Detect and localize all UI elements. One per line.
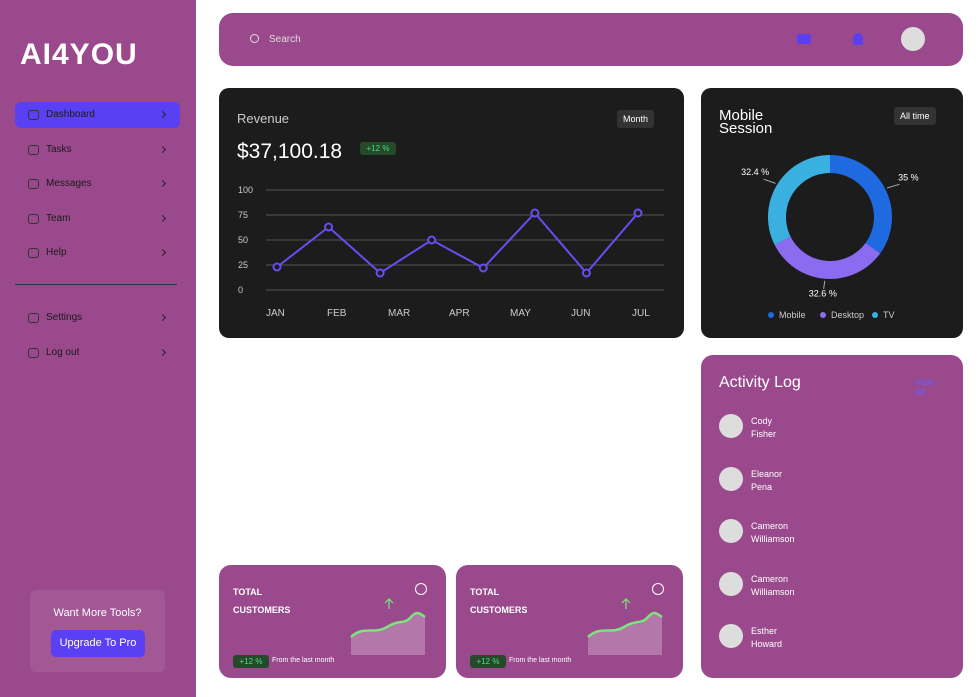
card-title: Revenue [237, 111, 290, 126]
search-icon [250, 34, 259, 43]
chevron [158, 248, 167, 257]
period-dropdown[interactable]: All time [894, 107, 936, 125]
sidebar: AI4YOU Want More Tools? Upgrade To Pro D… [0, 0, 196, 697]
avatar [719, 571, 743, 596]
nav-item[interactable]: Messages [15, 171, 180, 197]
badge: +12 % [470, 655, 506, 668]
nav-item[interactable]: Tasks [15, 137, 180, 163]
nav-label: Tasks [46, 143, 72, 155]
nav-label: Help [46, 247, 67, 258]
promo-text: Want More Tools? [53, 607, 142, 619]
nav-icon [28, 248, 39, 258]
user-icon [652, 583, 664, 595]
divider [15, 284, 177, 285]
card-title: Activity Log [719, 374, 801, 391]
promo: Want More Tools? Upgrade To Pro [30, 590, 165, 672]
nav-icon [28, 144, 39, 155]
stat-title: TOTAL CUSTOMERS [233, 587, 291, 615]
user-icon [415, 583, 427, 595]
entry-name: Eleanor Pena [751, 468, 783, 492]
nav-label: Messages [46, 178, 92, 189]
chevron [158, 348, 167, 356]
chevron [158, 214, 167, 222]
sparkline [587, 598, 663, 655]
mobile-session-card: Mobile Session All time [701, 88, 963, 338]
chevron [158, 179, 167, 188]
nav-item[interactable]: Help [15, 240, 180, 266]
amount: $37,100.18 [237, 140, 343, 163]
nav-label: Dashboard [46, 109, 95, 120]
stat-card: TOTAL CUSTOMERS +12 % From the last month [456, 565, 683, 678]
revenue-card: Revenue $37,100.18 +12 % Month [219, 88, 684, 338]
avatar [719, 519, 743, 543]
nav-icon [28, 110, 39, 120]
nav-label: Log out [46, 346, 80, 358]
chevron [158, 145, 167, 153]
card-title: Mobile Session [719, 107, 773, 137]
bell-icon[interactable] [853, 33, 863, 45]
stat-note: From the last month [509, 657, 572, 664]
chevron [158, 110, 167, 119]
mail-icon[interactable] [797, 34, 811, 44]
badge: +12 % [233, 655, 269, 668]
nav-item[interactable]: Settings [15, 305, 180, 331]
nav-icon [28, 179, 39, 189]
nav-item[interactable]: Team [15, 206, 180, 232]
entry-name: Cameron Williamson [751, 573, 795, 597]
period-dropdown[interactable]: Month [617, 110, 655, 128]
chevron [158, 313, 167, 322]
avatar[interactable] [901, 27, 925, 51]
badge: +12 % [360, 142, 396, 155]
stat-title: TOTAL CUSTOMERS [470, 587, 528, 615]
search-input[interactable]: Search [269, 34, 301, 45]
nav-label: Settings [46, 312, 83, 323]
stat-card: TOTAL CUSTOMERS +12 % From the last month [219, 565, 446, 678]
entry-name: Esther Howard [751, 626, 783, 649]
nav-icon [28, 313, 39, 323]
sparkline [350, 598, 426, 655]
nav-item[interactable]: Log out [15, 340, 180, 366]
activity-log: Activity Log View All Cody Fisher Eleanor… [701, 355, 963, 678]
entry-name: Cameron Williamson [751, 521, 795, 544]
avatar [719, 624, 743, 648]
nav-icon [28, 213, 39, 224]
upgrade-button[interactable]: Upgrade To Pro [51, 630, 145, 657]
nav-item[interactable]: Dashboard [15, 102, 180, 128]
entry-name: Cody Fisher [751, 416, 777, 439]
nav-label: Team [46, 212, 71, 224]
avatar [719, 414, 743, 438]
avatar [719, 466, 743, 491]
view-all-link[interactable]: View All [915, 377, 935, 397]
header: Search [219, 13, 963, 66]
stat-note: From the last month [272, 657, 335, 664]
nav-icon [28, 347, 39, 358]
brand: AI4YOU [20, 38, 138, 71]
